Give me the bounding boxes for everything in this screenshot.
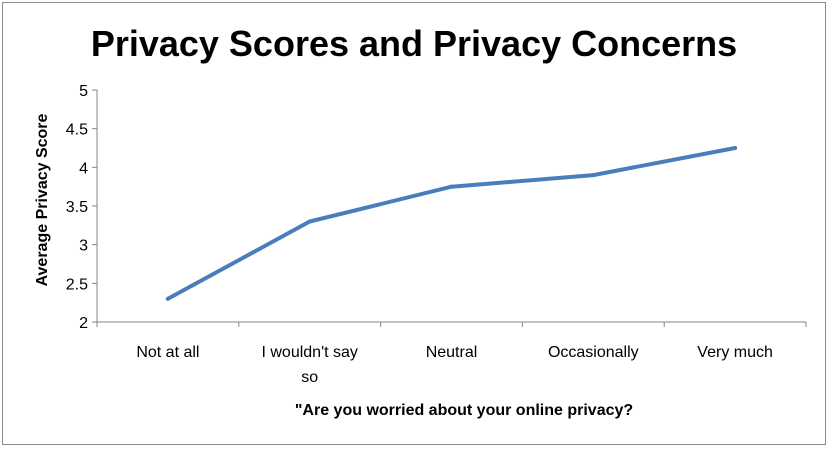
y-axis-ticks: 2 2.5 3 3.5 4 4.5 5 xyxy=(66,83,97,332)
x-tick-label: Very much xyxy=(697,344,773,361)
x-tick-label: Occasionally xyxy=(548,344,639,361)
data-point xyxy=(165,296,170,301)
x-tick-label: Not at all xyxy=(136,344,199,361)
series-line xyxy=(165,146,738,301)
y-axis-label: Average Privacy Score xyxy=(34,113,51,286)
data-point xyxy=(733,146,738,150)
y-tick-label: 4.5 xyxy=(66,122,88,139)
chart-frame xyxy=(2,2,826,445)
y-tick-label: 2.5 xyxy=(66,276,88,293)
x-tick-label: Neutral xyxy=(426,344,478,361)
x-tick-label: I wouldn't say so xyxy=(261,344,357,386)
data-point xyxy=(449,184,454,189)
x-axis-label: "Are you worried about your online priva… xyxy=(295,402,633,419)
chart-axes xyxy=(96,90,806,323)
y-tick-label: 4 xyxy=(79,160,88,177)
data-point xyxy=(307,219,312,224)
data-point xyxy=(591,173,596,178)
series-group xyxy=(165,146,738,301)
x-axis-ticks: Not at all I wouldn't say so Neutral Occasio… xyxy=(96,322,807,386)
y-tick-label: 3.5 xyxy=(66,199,88,216)
y-tick-label: 5 xyxy=(79,83,88,100)
y-tick-label: 2 xyxy=(79,315,88,332)
chart-title: Privacy Scores and Privacy Concerns xyxy=(91,23,737,64)
y-tick-label: 3 xyxy=(79,238,88,255)
